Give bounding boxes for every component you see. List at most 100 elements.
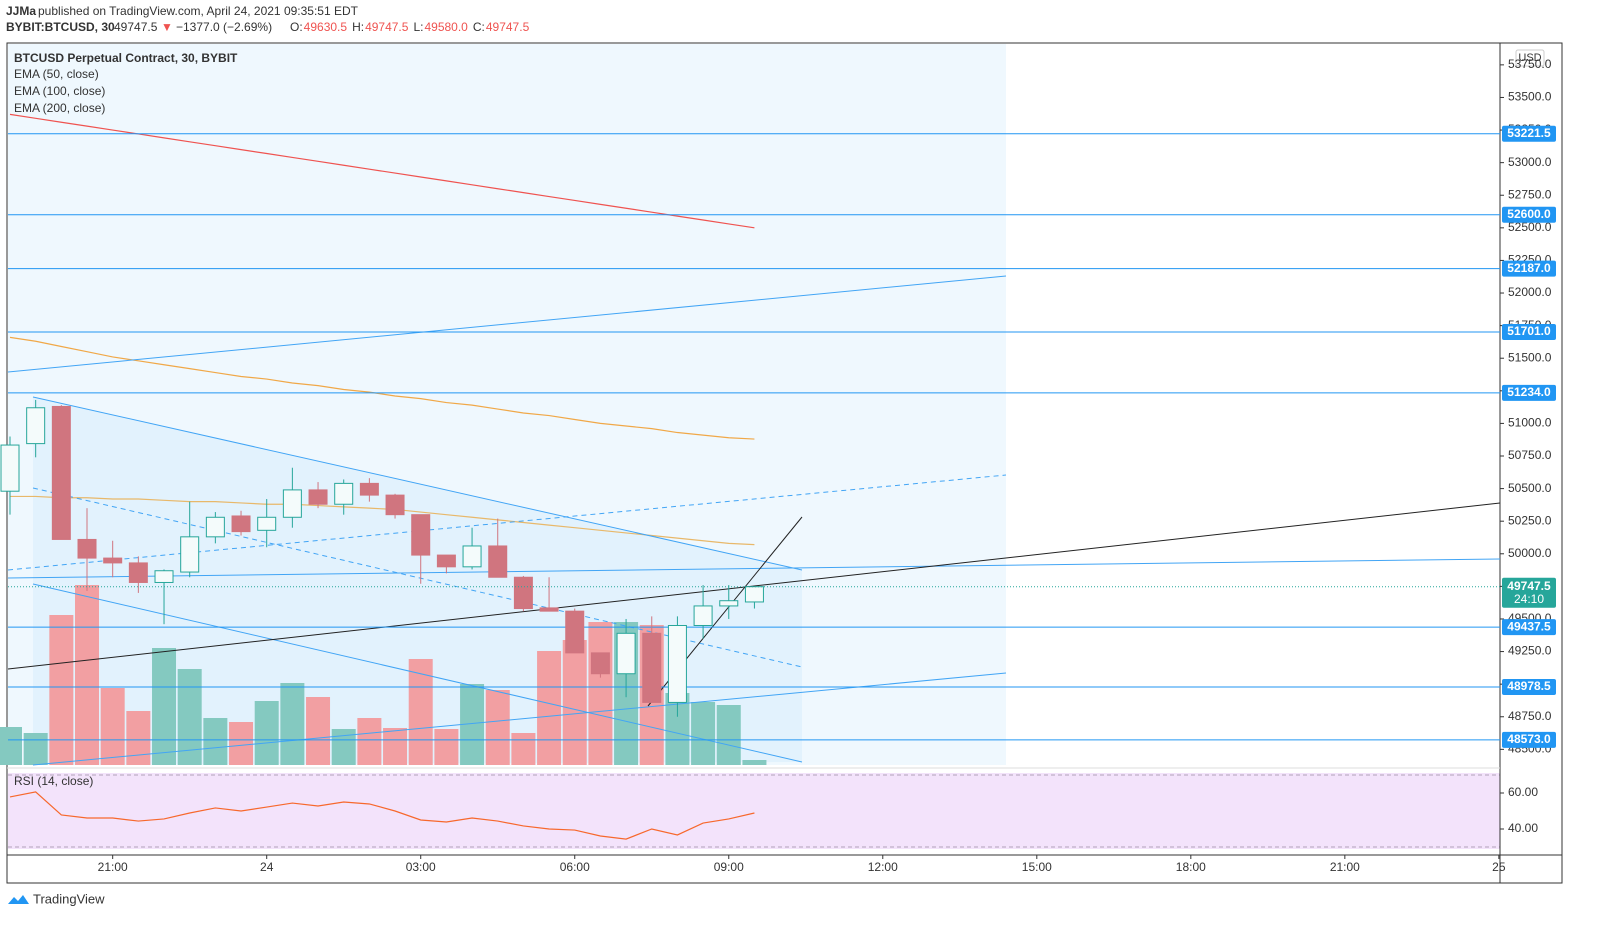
x-tick-label: 18:00 [1176, 860, 1206, 874]
candle-body [693, 605, 713, 626]
volume-bar [100, 688, 125, 765]
candle-body [411, 514, 431, 556]
author: JJMa [6, 4, 36, 18]
candle-body [488, 545, 508, 578]
legend-entry: EMA (200, close) [14, 101, 105, 115]
y-tick-label: 53750.0 [1508, 57, 1552, 71]
candle-body [719, 600, 739, 607]
ohlc-key: H: [352, 20, 364, 34]
rsi-title: RSI (14, close) [14, 774, 93, 788]
candle-body [103, 557, 123, 564]
candle-body [0, 444, 20, 492]
candle-body [616, 632, 636, 675]
symbol: BYBIT:BTCUSD, 30 [6, 20, 115, 34]
volume-bar [23, 733, 48, 765]
y-tick-label: 52750.0 [1508, 187, 1552, 201]
candle-body [462, 545, 482, 568]
volume-bar [691, 702, 716, 765]
volume-bar [408, 659, 433, 765]
level-label-box [1502, 260, 1556, 277]
volume-bar [49, 615, 74, 765]
level-label-box [1502, 206, 1556, 223]
volume-bar [306, 697, 331, 765]
x-tick-label: 24 [260, 860, 274, 874]
candle-body [77, 538, 97, 559]
currency-box [1515, 49, 1545, 67]
candle-body [667, 624, 687, 703]
legend-entry: EMA (100, close) [14, 84, 105, 98]
ohlc-value: 49747.5 [365, 20, 409, 34]
volume-bar [152, 648, 177, 765]
candle-body [565, 610, 585, 654]
y-tick-label: 51000.0 [1508, 416, 1552, 430]
level-label: 52187.0 [1507, 261, 1551, 275]
change: −1377.0 (−2.69%) [176, 20, 272, 34]
trendline [7, 275, 1007, 373]
volume-bar [537, 651, 562, 765]
level-label-box [1502, 324, 1556, 341]
candle-body [590, 652, 610, 675]
volume-bar [75, 585, 100, 765]
candle-body [539, 607, 559, 612]
x-tick-label: 21:00 [98, 860, 128, 874]
y-tick-label: 53000.0 [1508, 155, 1552, 169]
level-label-box [1502, 384, 1556, 401]
volume-bar [357, 718, 382, 765]
y-tick-label: 48750.0 [1508, 709, 1552, 723]
x-tick-label: 03:00 [406, 860, 436, 874]
y-tick-label: 49250.0 [1508, 644, 1552, 658]
x-tick-label: 15:00 [1022, 860, 1052, 874]
level-label-box [1502, 619, 1556, 636]
volume-bar [511, 733, 536, 765]
volume-bar [254, 701, 279, 765]
y-tick-label: 52500.0 [1508, 220, 1552, 234]
volume-bar [280, 683, 305, 765]
countdown: 24:10 [1514, 592, 1544, 606]
rsi-tick-label: 40.00 [1508, 821, 1538, 835]
x-tick-label: 06:00 [560, 860, 590, 874]
volume-bar [126, 711, 151, 765]
trendline [32, 583, 803, 763]
ohlc-value: 49747.5 [486, 20, 530, 34]
last-price-box [1502, 577, 1556, 608]
trendline [7, 558, 1501, 579]
candle-body [257, 516, 277, 531]
x-tick-label: 21:00 [1330, 860, 1360, 874]
volume-bar [229, 722, 254, 765]
level-label: 52600.0 [1507, 207, 1551, 221]
candle-body [128, 562, 148, 583]
brand-name: TradingView [33, 891, 105, 906]
level-label: 48573.0 [1507, 732, 1551, 746]
currency: USD [1518, 52, 1541, 64]
ema-line [10, 495, 755, 546]
volume-bar [588, 622, 613, 765]
candle-body [180, 536, 200, 573]
legend-entry: EMA (50, close) [14, 67, 99, 81]
volume-bar [203, 718, 228, 765]
candle-body [282, 489, 302, 518]
y-tick-label: 51500.0 [1508, 350, 1552, 364]
y-tick-label: 50250.0 [1508, 513, 1552, 527]
logo [8, 895, 29, 904]
volume-bar [562, 640, 587, 765]
legend: BTCUSD Perpetual Contract, 30, BYBIT EMA… [14, 51, 238, 115]
y-tick-label: 50500.0 [1508, 481, 1552, 495]
candle-body [26, 407, 46, 445]
rsi-line [9, 791, 755, 840]
volume-bar [485, 690, 510, 765]
ohlc-value: 49630.5 [304, 20, 348, 34]
y-tick-label: 53500.0 [1508, 90, 1552, 104]
candle-body [642, 632, 662, 703]
ohlc-key: O: [290, 20, 303, 34]
quote: BYBIT:BTCUSD, 30 49747.5 ▼ −1377.0 (−2.6… [6, 20, 530, 34]
level-label: 49437.5 [1507, 619, 1551, 633]
candle-body [385, 494, 405, 516]
x-tick-label: 25 [1492, 860, 1506, 874]
ohlc-key: L: [413, 20, 423, 34]
y-tick-label: 52000.0 [1508, 285, 1552, 299]
ohlc-value: 49580.0 [424, 20, 468, 34]
ohlc-key: C: [473, 20, 485, 34]
y-tick-label: 50000.0 [1508, 546, 1552, 560]
volume-bar [434, 729, 459, 765]
